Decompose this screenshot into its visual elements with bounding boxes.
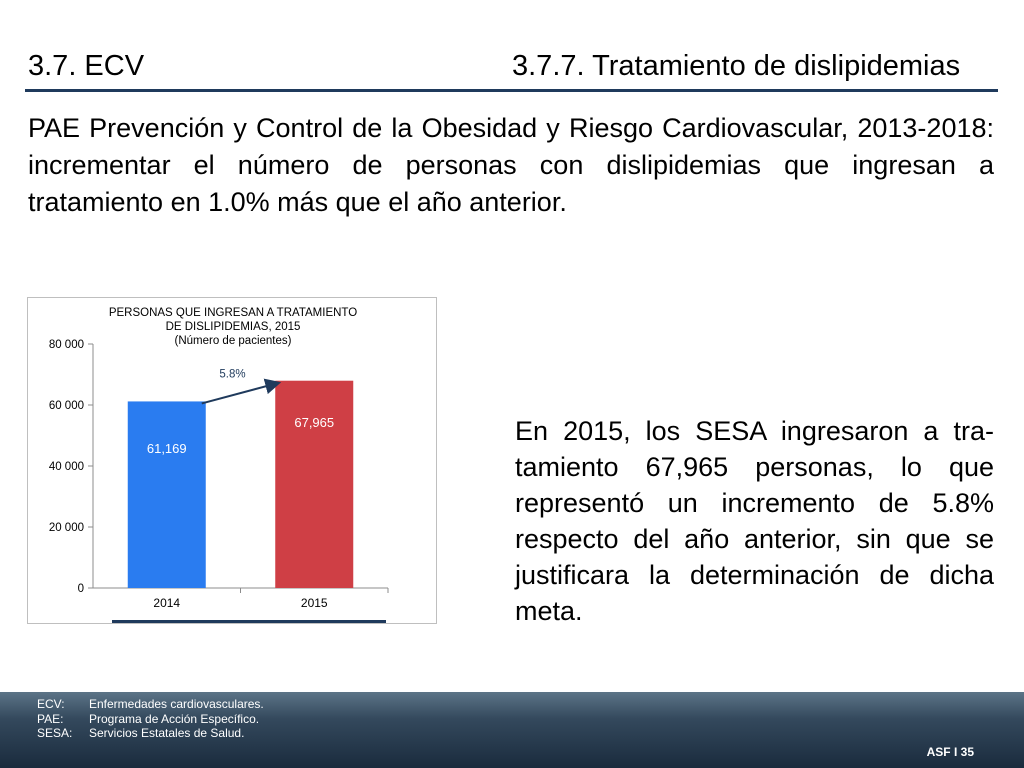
footnote-row: ECV: Enfermedades cardiovasculares.	[37, 697, 264, 712]
footnote-text: Enfermedades cardiovasculares.	[89, 697, 264, 711]
chart-title-line1: PERSONAS QUE INGRESAN A TRATAMIENTO	[109, 307, 357, 319]
chart-canvas: PERSONAS QUE INGRESAN A TRATAMIENTO DE D…	[49, 307, 389, 610]
page-number: ASF I 35	[926, 745, 974, 759]
footnote-abbr: PAE:	[37, 711, 64, 726]
bar-value-label: 67,965	[294, 415, 334, 430]
bar-value-label: 61,169	[147, 441, 187, 456]
bar-2014	[127, 401, 206, 588]
chart-bottom-accent	[112, 620, 386, 623]
footnote-row: SESA: Servicios Estatales de Salud.	[37, 726, 264, 741]
y-tick-label: 0	[78, 583, 84, 595]
footnotes: ECV: Enfermedades cardiovasculares. PAE:…	[37, 697, 264, 741]
footnote-text: Programa de Acción Específico.	[89, 711, 260, 726]
description-paragraph: En 2015, los SESA ingresaron a tra-tamie…	[515, 416, 994, 626]
y-tick-label: 20 000	[49, 522, 84, 534]
x-tick-label: 2015	[301, 596, 328, 610]
section-title: 3.7. ECV	[28, 50, 145, 82]
footer-bar	[0, 692, 1024, 768]
y-tick-label: 60 000	[49, 400, 84, 412]
intro-paragraph: PAE Prevención y Control de la Obesidad …	[28, 113, 994, 217]
chart-title-line2: DE DISLIPIDEMIAS, 2015	[166, 321, 301, 333]
growth-annotation: 5.8%	[219, 369, 245, 381]
footnote-abbr: ECV:	[37, 697, 65, 711]
header-divider	[25, 89, 998, 92]
bar-chart: PERSONAS QUE INGRESAN A TRATAMIENTO DE D…	[27, 297, 437, 624]
y-tick-label: 80 000	[49, 339, 84, 351]
subsection-title: 3.7.7. Tratamiento de dislipidemias	[512, 50, 961, 82]
x-tick-label: 2014	[153, 596, 180, 610]
chart-subtitle: (Número de pacientes)	[175, 335, 292, 347]
growth-arrow	[201, 378, 282, 405]
bar-2015	[275, 380, 354, 588]
footnote-abbr: SESA:	[37, 726, 73, 740]
footnote-text: Servicios Estatales de Salud.	[89, 726, 245, 740]
footnote-row: PAE: Programa de Acción Específico.	[37, 712, 264, 727]
y-tick-label: 40 000	[49, 461, 84, 473]
